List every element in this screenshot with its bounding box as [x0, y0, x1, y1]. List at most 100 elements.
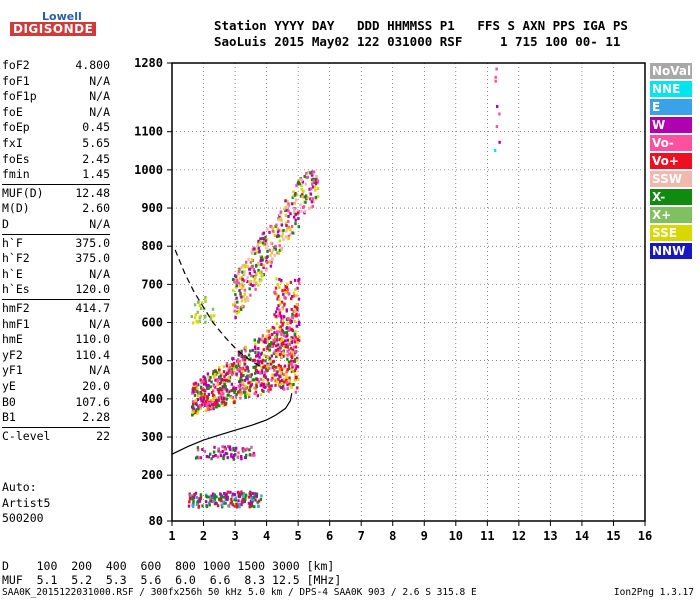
data-point-F-trace-main — [258, 355, 261, 359]
data-point-F-trace-main — [272, 342, 275, 346]
data-point-F-trace-main — [226, 372, 229, 375]
data-point-F2-second-hop — [268, 230, 271, 234]
data-point-F2-second-hop — [316, 195, 320, 198]
data-point-F-trace-rise — [286, 387, 289, 391]
data-point-F2-second-hop — [235, 278, 239, 282]
data-point-F2-second-hop — [284, 209, 287, 213]
x-tick-label: 2 — [200, 529, 207, 543]
data-point-F-trace-main — [253, 392, 256, 396]
data-point-Es-layer — [230, 497, 233, 501]
header-line-2: SaoLuis 2015 May02 122 031000 RSF 1 715 … — [214, 34, 621, 49]
data-point-Es-layer — [220, 496, 223, 500]
data-point-F2-second-hop — [246, 265, 249, 269]
data-point-Es-second-hop — [253, 453, 256, 457]
data-point-F2-second-hop — [308, 187, 311, 191]
data-point-F-trace-rise — [284, 291, 288, 295]
data-point-Es-layer — [232, 492, 235, 496]
data-point-F-trace-main — [193, 387, 196, 391]
data-point-low-F — [204, 314, 207, 318]
data-point-F-trace-rise — [294, 345, 298, 349]
data-point-F-trace-rise — [279, 371, 283, 375]
data-point-F-trace-rise — [296, 356, 299, 360]
data-point-F2-second-hop — [269, 224, 272, 228]
data-point-low-F — [197, 320, 200, 324]
data-point-F-trace-rise — [296, 341, 300, 345]
param-name: MUF(D) — [2, 185, 44, 200]
data-point-F-trace-main — [244, 349, 247, 353]
data-point-F2-second-hop — [234, 293, 237, 297]
data-point-F-trace-main — [269, 344, 272, 348]
data-point-Es-second-hop — [248, 453, 251, 457]
data-point-F-trace-main — [288, 341, 291, 345]
data-point-F-trace-main — [211, 393, 215, 397]
data-point-F-trace-rise — [280, 332, 283, 336]
legend-vo-minus: Vo- — [650, 135, 692, 151]
data-point-F2-second-hop — [292, 190, 295, 194]
data-point-F-trace-rise — [274, 373, 278, 377]
data-point-F-trace-main — [218, 395, 221, 399]
data-point-F-trace-main — [224, 385, 227, 389]
station-header: Station YYYY DAY DDD HHMMSS P1 FFS S AXN… — [214, 18, 628, 50]
data-point-F-trace-main — [213, 401, 216, 404]
data-point-F2-second-hop — [260, 258, 263, 262]
data-point-F-trace-rise — [292, 345, 296, 349]
data-point-F-trace-main — [265, 369, 269, 373]
data-point-F-trace-main — [209, 376, 212, 379]
data-point-F2-second-hop — [279, 210, 283, 214]
data-point-F-trace-main — [248, 349, 252, 353]
data-point-F-trace-rise — [296, 358, 299, 362]
data-point-F-trace-main — [225, 364, 229, 368]
data-point-F2-second-hop — [235, 296, 238, 300]
data-point-F-trace-main — [220, 393, 223, 397]
data-point-F-trace-main — [193, 393, 197, 397]
data-point-F-trace-main — [267, 389, 270, 393]
param-row: hmF1 N/A — [2, 317, 110, 333]
data-point-F-trace-main — [278, 338, 281, 342]
data-point-F-trace-main — [267, 364, 270, 368]
data-point-Es-layer — [244, 498, 247, 502]
param-value: 12.48 — [75, 185, 110, 200]
data-point-F-trace-main — [243, 362, 246, 366]
x-tick-label: 13 — [543, 529, 557, 543]
data-point-F-trace-main — [264, 337, 267, 341]
data-point-F-trace-main — [282, 373, 285, 377]
data-point-F-trace-rise — [275, 344, 278, 348]
param-value: 414.7 — [75, 301, 110, 315]
data-point-F-trace-main — [207, 383, 210, 387]
data-point-F-trace-main — [222, 370, 226, 374]
data-point-F-trace-rise — [295, 312, 298, 316]
data-point-F2-second-hop — [238, 270, 241, 274]
data-point-F2-second-hop — [300, 187, 303, 191]
data-point-F2-second-hop — [307, 170, 310, 174]
data-point-F2-second-hop — [280, 223, 283, 227]
data-point-F-trace-main — [241, 379, 244, 383]
data-point-Es-layer — [221, 505, 224, 509]
data-point-Es-layer — [192, 500, 195, 504]
data-point-F2-second-hop — [284, 235, 288, 239]
data-point-F2-second-hop — [244, 278, 247, 282]
data-point-F-trace-rise — [274, 310, 278, 314]
data-point-F-trace-rise — [286, 353, 289, 357]
data-point-F-trace-main — [281, 337, 284, 341]
data-point-F2-second-hop — [241, 270, 244, 274]
data-point-F-trace-rise — [285, 378, 288, 382]
param-row: yE 20.0 — [2, 379, 110, 395]
data-point-F-trace-rise — [296, 365, 300, 369]
data-point-F2-second-hop — [278, 213, 282, 216]
data-point-F-trace-main — [257, 347, 260, 350]
data-point-Es-layer — [242, 500, 245, 504]
data-point-F-trace-rise — [276, 347, 280, 351]
data-point-F-trace-main — [266, 339, 269, 343]
data-point-F2-second-hop — [260, 263, 263, 266]
data-point-F2-second-hop — [283, 207, 286, 211]
data-point-F-trace-main — [286, 342, 290, 346]
data-point-F-trace-main — [200, 392, 203, 396]
data-point-F-trace-rise — [290, 320, 294, 323]
data-point-F-trace-main — [244, 368, 247, 372]
data-point-F-trace-main — [266, 329, 269, 333]
param-name: yF2 — [2, 347, 23, 362]
data-point-F-trace-rise — [294, 373, 297, 377]
data-point-F-trace-main — [293, 333, 296, 337]
x-tick-label: 9 — [421, 529, 428, 543]
data-point-F-trace-main — [207, 375, 210, 379]
